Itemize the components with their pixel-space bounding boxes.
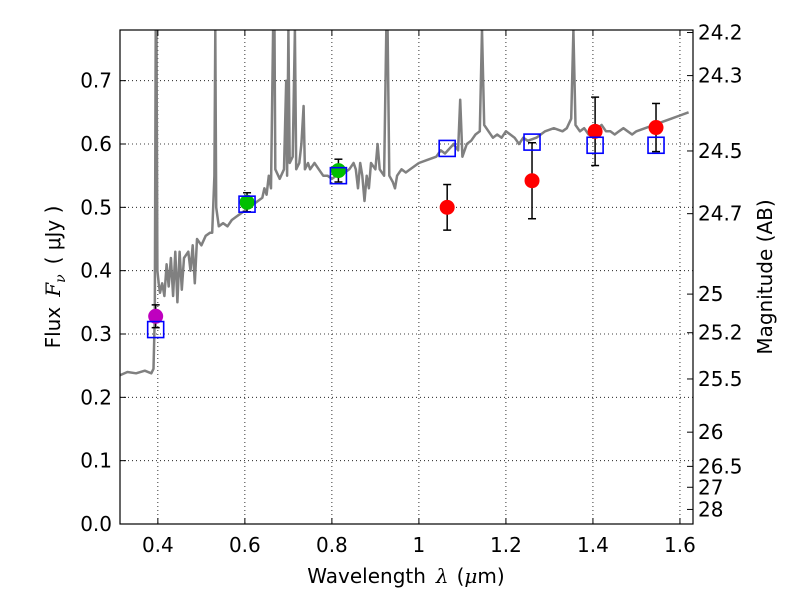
- model-square: [647, 136, 665, 155]
- x-axis-unit-close: m): [477, 564, 504, 588]
- x-axis-unit-open: (: [457, 564, 465, 588]
- magnitude-axis-label: Magnitude (AB): [753, 199, 777, 354]
- magnitude-tick-label: 26: [698, 420, 723, 444]
- x-tick-label: 1.2: [490, 533, 522, 557]
- plot-background: [120, 30, 693, 524]
- magnitude-tick-label: 28: [698, 497, 723, 521]
- photometry-markers: [148, 120, 664, 324]
- y-axis-label-text: Flux: [41, 307, 65, 349]
- y-axis-symbol: F: [41, 282, 65, 298]
- model-square: [586, 136, 604, 155]
- photometry-point: [148, 308, 164, 324]
- y-tick-labels: 0.0 0.1 0.2 0.3 0.4 0.5 0.6 0.7: [80, 69, 112, 536]
- x-axis-label: Wavelength λ (μm): [307, 564, 504, 588]
- photometry-point: [587, 123, 603, 139]
- model-squares: [146, 133, 665, 339]
- photometry-point: [239, 194, 255, 210]
- magnitude-tick-label: 24.2: [698, 21, 743, 45]
- photometry-point: [648, 120, 664, 136]
- y-tick-label: 0.0: [80, 512, 112, 536]
- y-axis-unit: ( μJy ): [41, 206, 65, 265]
- y-tick-label: 0.7: [80, 69, 112, 93]
- magnitude-tick-label: 26.5: [698, 454, 743, 478]
- model-square: [438, 139, 456, 158]
- photometry-point: [330, 163, 346, 179]
- plot-area: [120, 30, 690, 377]
- x-tick-labels: 0.4 0.6 0.8 1 1.2 1.4 1.6: [142, 533, 696, 557]
- magnitude-tick-label: 25.2: [698, 321, 743, 345]
- model-square: [238, 195, 256, 213]
- x-tick-label: 0.6: [229, 533, 261, 557]
- magnitude-tick-label: 24.5: [698, 139, 743, 163]
- x-tick-label: 0.8: [316, 533, 348, 557]
- model-square: [523, 133, 541, 151]
- x-axis-label-text: Wavelength: [307, 564, 426, 588]
- plot-frame: [119, 29, 694, 525]
- x-tick-label: 1.4: [577, 533, 609, 557]
- magnitude-tick-label: 24.7: [698, 202, 743, 226]
- y-tick-label: 0.5: [80, 195, 112, 219]
- y-axis-subscript: ν: [53, 274, 69, 283]
- magnitude-tick-label: 27: [698, 475, 723, 499]
- photometry-point: [439, 199, 455, 215]
- x-tick-label: 1.6: [664, 533, 696, 557]
- magnitude-tick-label: 25: [698, 282, 723, 306]
- magnitude-tick-label: 25.5: [698, 367, 743, 391]
- model-square: [146, 320, 165, 339]
- y-tick-label: 0.2: [80, 385, 112, 409]
- y-axis-label: Flux Fν ( μJy ): [41, 206, 69, 349]
- y-tick-label: 0.4: [80, 259, 112, 283]
- y-tick-label: 0.1: [80, 449, 112, 473]
- magnitude-tick-label: 24.3: [698, 64, 743, 88]
- model-square: [329, 166, 348, 185]
- y-tick-label: 0.3: [80, 322, 112, 346]
- x-tick-label: 1: [413, 533, 426, 557]
- axis-ticks: [120, 30, 693, 525]
- x-tick-label: 0.4: [142, 533, 174, 557]
- x-axis-unit-mu: μ: [464, 564, 477, 588]
- y-tick-label: 0.6: [80, 132, 112, 156]
- photometry-point: [524, 173, 540, 189]
- x-axis-symbol: λ: [435, 564, 449, 588]
